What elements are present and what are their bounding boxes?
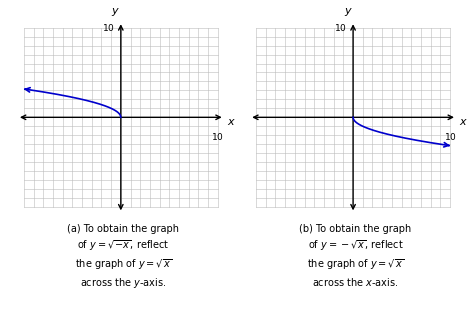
Text: $10$: $10$	[334, 22, 347, 33]
Text: (a) To obtain the graph
of $y = \sqrt{-x}$, reflect
the graph of $y = \sqrt{x}$
: (a) To obtain the graph of $y = \sqrt{-x…	[67, 224, 179, 290]
Text: $10$: $10$	[102, 22, 115, 33]
Text: (b) To obtain the graph
of $y = -\sqrt{x}$, reflect
the graph of $y = \sqrt{x}$
: (b) To obtain the graph of $y = -\sqrt{x…	[300, 224, 411, 288]
Text: $y$: $y$	[111, 6, 120, 18]
Text: $x$: $x$	[227, 117, 236, 127]
Text: $y$: $y$	[344, 6, 353, 18]
Text: $x$: $x$	[459, 117, 468, 127]
Text: $10$: $10$	[444, 131, 456, 142]
Text: $10$: $10$	[211, 131, 224, 142]
